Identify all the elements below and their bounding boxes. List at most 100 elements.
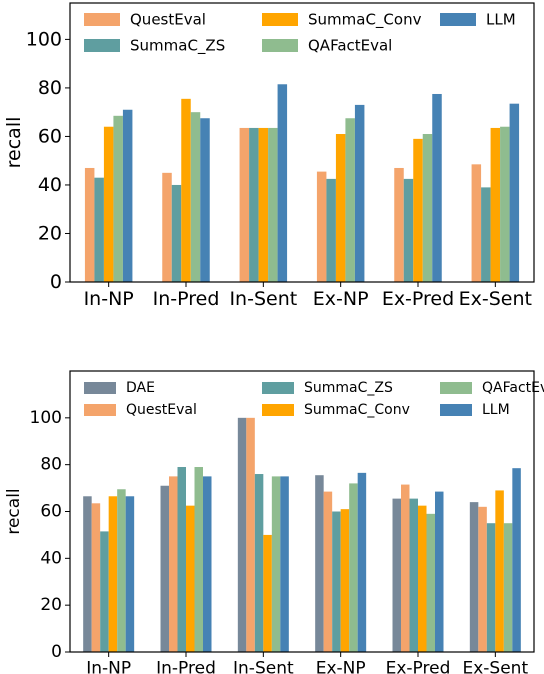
y-tick-label-60: 60 bbox=[40, 502, 62, 522]
bar-summac-zs-in-sent bbox=[254, 474, 264, 652]
plot-frame bbox=[69, 2, 535, 283]
legend-label-questeval: QuestEval bbox=[126, 402, 197, 418]
x-tick-label-in-pred: In-Pred bbox=[156, 659, 216, 674]
bar-questeval-in-sent bbox=[239, 127, 250, 282]
bar-questeval-in-pred bbox=[162, 172, 172, 282]
bar-summac-conv-ex-pred bbox=[413, 138, 423, 282]
bar-questeval-ex-np bbox=[316, 171, 327, 282]
x-tick-label-ex-sent: Ex-Sent bbox=[463, 659, 529, 674]
y-tick-label-0: 0 bbox=[50, 271, 62, 293]
legend-swatch-summac-conv bbox=[262, 13, 298, 26]
bar-dae-ex-pred bbox=[392, 498, 401, 652]
y-tick-label-60: 60 bbox=[38, 125, 62, 147]
y-tick-label-0: 0 bbox=[51, 642, 62, 662]
bar-summac-conv-ex-sent bbox=[490, 127, 501, 282]
y-tick-label-40: 40 bbox=[40, 548, 62, 568]
legend-swatch-dae bbox=[84, 382, 116, 394]
bar-summac-zs-in-np bbox=[100, 531, 109, 652]
bar-questeval-in-pred bbox=[169, 476, 178, 653]
bar-llm-ex-pred bbox=[435, 491, 444, 652]
bar-summac-zs-ex-np bbox=[326, 178, 336, 282]
x-tick-label-in-np: In-NP bbox=[84, 288, 134, 310]
bar-qafacteval-ex-sent bbox=[503, 523, 513, 652]
legend-item-qafacteval: QAFactEval bbox=[262, 37, 392, 55]
bar-summac-zs-ex-np bbox=[332, 511, 341, 652]
x-tick-label-ex-np: Ex-NP bbox=[313, 288, 369, 310]
bar-summac-conv-ex-pred bbox=[418, 505, 427, 652]
bar-llm-in-np bbox=[122, 109, 133, 282]
legend-item-llm: LLM bbox=[440, 11, 516, 29]
legend-item-questeval: QuestEval bbox=[84, 11, 206, 29]
legend-swatch-questeval bbox=[84, 13, 120, 26]
bar-questeval-ex-pred bbox=[401, 484, 410, 652]
bar-qafacteval-ex-pred bbox=[426, 513, 435, 652]
bar-summac-zs-ex-sent bbox=[486, 523, 496, 652]
legend-item-summac-zs: SummaC_ZS bbox=[262, 380, 393, 396]
bar-llm-in-sent bbox=[277, 84, 288, 283]
legend-label-summac-zs: SummaC_ZS bbox=[130, 37, 225, 56]
legend-label-llm: LLM bbox=[482, 402, 510, 418]
bar-qafacteval-ex-sent bbox=[500, 126, 510, 282]
y-tick-label-20: 20 bbox=[40, 595, 62, 615]
y-tick-label-100: 100 bbox=[30, 408, 62, 428]
bar-dae-in-np bbox=[83, 496, 92, 652]
bar-questeval-in-np bbox=[91, 503, 101, 652]
y-tick-label-20: 20 bbox=[38, 222, 62, 244]
y-axis-label: recall bbox=[4, 488, 24, 534]
legend-label-questeval: QuestEval bbox=[130, 11, 206, 29]
y-axis-label: recall bbox=[3, 117, 25, 169]
x-tick-label-ex-pred: Ex-Pred bbox=[386, 659, 451, 674]
legend-label-dae: DAE bbox=[126, 380, 155, 396]
bar-dae-ex-np bbox=[315, 475, 324, 652]
bar-llm-in-np bbox=[125, 496, 135, 652]
bar-questeval-ex-sent bbox=[478, 506, 487, 652]
bar-llm-ex-sent bbox=[512, 468, 521, 652]
bar-qafacteval-ex-np bbox=[345, 118, 355, 283]
bar-summac-zs-in-sent bbox=[249, 127, 259, 282]
bar-questeval-ex-np bbox=[323, 491, 333, 652]
bar-questeval-in-sent bbox=[246, 417, 255, 652]
bar-summac-conv-in-np bbox=[108, 496, 118, 652]
bar-llm-in-sent bbox=[280, 476, 289, 653]
legend-swatch-llm bbox=[440, 404, 472, 416]
bar-summac-zs-ex-pred bbox=[403, 178, 414, 282]
bar-qafacteval-in-np bbox=[113, 115, 123, 282]
legend-label-llm: LLM bbox=[486, 11, 516, 29]
legend-item-llm: LLM bbox=[440, 402, 510, 418]
bar-llm-ex-np bbox=[354, 104, 365, 283]
bar-questeval-ex-pred bbox=[394, 167, 404, 282]
legend-item-summac-zs: SummaC_ZS bbox=[84, 37, 225, 56]
bar-qafacteval-in-pred bbox=[194, 467, 203, 652]
legend-label-qafacteval: QAFactEval bbox=[308, 37, 392, 55]
bar-dae-in-pred bbox=[160, 485, 169, 652]
bar-dae-in-sent bbox=[237, 417, 247, 652]
bar-llm-in-pred bbox=[203, 476, 212, 653]
bar-llm-ex-pred bbox=[432, 93, 442, 282]
legend-label-summac-zs: SummaC_ZS bbox=[304, 380, 393, 396]
legend-label-summac-conv: SummaC_Conv bbox=[308, 11, 422, 30]
x-tick-label-in-pred: In-Pred bbox=[153, 288, 220, 310]
legend-swatch-summac-conv bbox=[262, 404, 294, 416]
bar-summac-zs-ex-sent bbox=[481, 187, 491, 282]
bar-llm-ex-np bbox=[357, 472, 367, 652]
x-tick-label-in-sent: In-Sent bbox=[233, 659, 294, 674]
x-tick-label-in-sent: In-Sent bbox=[229, 288, 297, 310]
x-tick-label-ex-sent: Ex-Sent bbox=[459, 288, 532, 310]
bar-summac-zs-in-np bbox=[94, 177, 104, 282]
bar-questeval-in-np bbox=[84, 167, 95, 282]
bar-qafacteval-ex-np bbox=[349, 483, 358, 652]
chart-2: 0 20 40 60 80 100 In-NP In-Pred In-Sent Ex-NP Ex-P… bbox=[4, 370, 544, 674]
bar-qafacteval-in-sent bbox=[271, 476, 281, 653]
y-tick-label-80: 80 bbox=[38, 77, 62, 99]
bar-summac-conv-in-sent bbox=[258, 127, 269, 282]
bar-summac-zs-in-pred bbox=[171, 184, 182, 282]
legend-swatch-qafacteval bbox=[262, 39, 298, 52]
bar-dae-ex-sent bbox=[469, 502, 479, 652]
bar-summac-conv-in-np bbox=[103, 126, 114, 282]
legend-swatch-qafacteval bbox=[440, 382, 472, 394]
x-tick-label-ex-np: Ex-NP bbox=[316, 659, 366, 674]
y-tick-label-40: 40 bbox=[38, 174, 62, 196]
bar-llm-ex-sent bbox=[509, 103, 520, 283]
legend-item-qafacteval: QAFactEval bbox=[440, 380, 544, 396]
